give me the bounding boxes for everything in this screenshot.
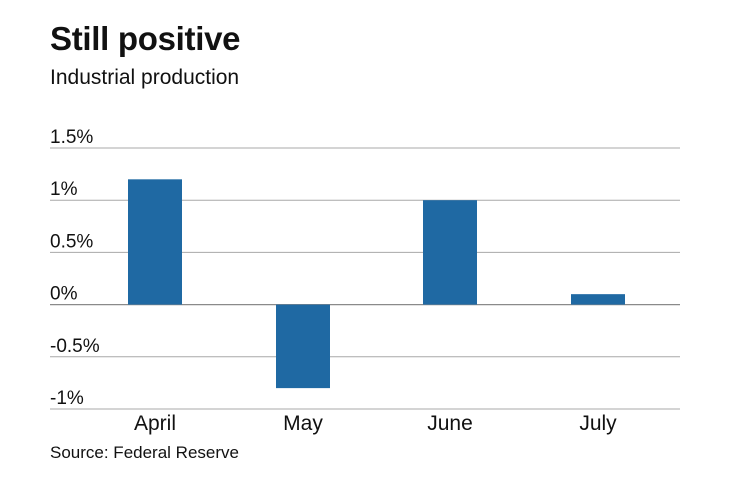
- y-tick-label: 0%: [50, 284, 78, 305]
- x-category-label: April: [134, 412, 176, 435]
- bar-june: [423, 200, 477, 305]
- x-category-label: July: [579, 412, 617, 435]
- y-tick-label: 0.5%: [50, 231, 93, 252]
- bar-july: [571, 294, 625, 305]
- bars: [128, 179, 625, 389]
- y-tick-label: 1%: [50, 179, 78, 200]
- chart-subtitle: Industrial production: [50, 66, 240, 89]
- x-category-label: May: [283, 412, 323, 435]
- y-tick-label: -1%: [50, 388, 84, 409]
- x-category-label: June: [427, 412, 473, 435]
- bar-may: [276, 304, 330, 389]
- x-category-labels: April May June July: [134, 412, 617, 435]
- chart-title: Still positive: [50, 20, 241, 57]
- y-tick-labels: 1.5% 1% 0.5% 0% -0.5% -1%: [50, 127, 100, 409]
- bar-april: [128, 179, 182, 305]
- source-note: Source: Federal Reserve: [50, 443, 239, 462]
- y-tick-label: -0.5%: [50, 336, 100, 357]
- y-tick-label: 1.5%: [50, 127, 93, 148]
